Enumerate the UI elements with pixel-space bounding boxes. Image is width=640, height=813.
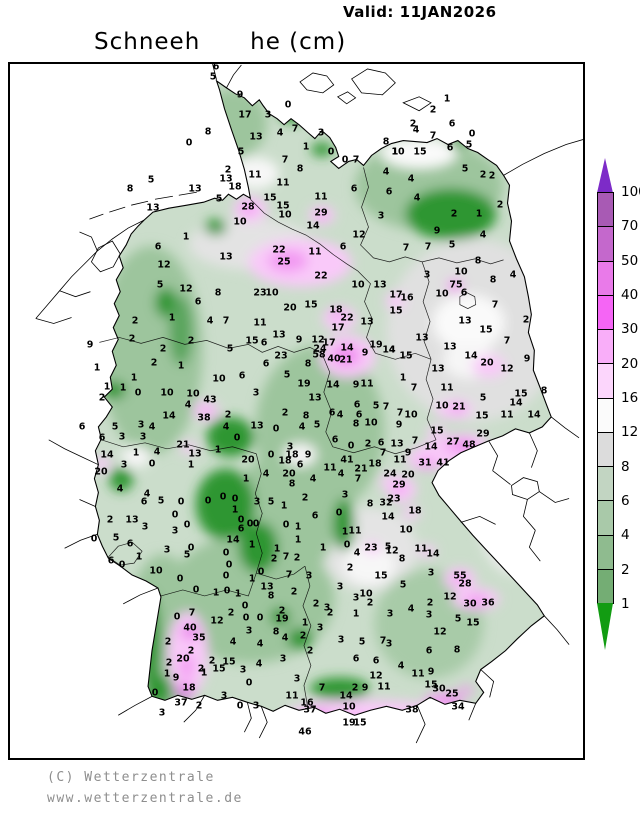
legend-tick-label: 20 [621, 355, 639, 372]
copyright-text: (C) Wetterzentrale [47, 770, 215, 785]
legend-band [598, 330, 613, 365]
legend-tick-label: 70 [621, 218, 639, 235]
legend-tick-label: 6 [621, 493, 630, 509]
legend-arrow-down [597, 603, 613, 650]
legend-tick-label: 2 [621, 561, 630, 578]
legend-band [598, 364, 613, 399]
germany-snow-depth-map [10, 64, 583, 758]
legend-tick-label: 8 [621, 458, 630, 475]
legend-band [598, 535, 613, 570]
legend-band [598, 193, 613, 228]
legend-arrow-up [597, 158, 613, 193]
legend-band [598, 467, 613, 502]
legend-tick-label: 50 [621, 252, 639, 269]
legend-tick-label: 1 [621, 596, 630, 612]
legend-tick-label: 30 [621, 321, 639, 338]
legend-band [598, 569, 613, 603]
legend-tick-label: 16 [621, 390, 639, 406]
legend-band [598, 501, 613, 536]
legend-band [598, 295, 613, 330]
legend-color-bar [597, 192, 614, 604]
legend-band [598, 261, 613, 296]
neighbor-country-borders [35, 64, 583, 744]
valid-datetime-label: Valid: 11JAN2026 [343, 3, 497, 21]
legend-tick-label: 12 [621, 424, 639, 441]
legend-band [598, 227, 613, 262]
map-title: Schneeh he (cm) [94, 29, 347, 55]
legend-tick-label: 40 [621, 287, 639, 303]
website-text: www.wetterzentrale.de [47, 791, 243, 806]
legend-tick-label: 4 [621, 527, 630, 544]
legend-tick-label: 100 [621, 184, 640, 200]
germany-border [93, 79, 552, 716]
map-frame [8, 62, 585, 760]
legend-band [598, 432, 613, 467]
legend-band [598, 398, 613, 433]
state-borders [99, 167, 504, 709]
